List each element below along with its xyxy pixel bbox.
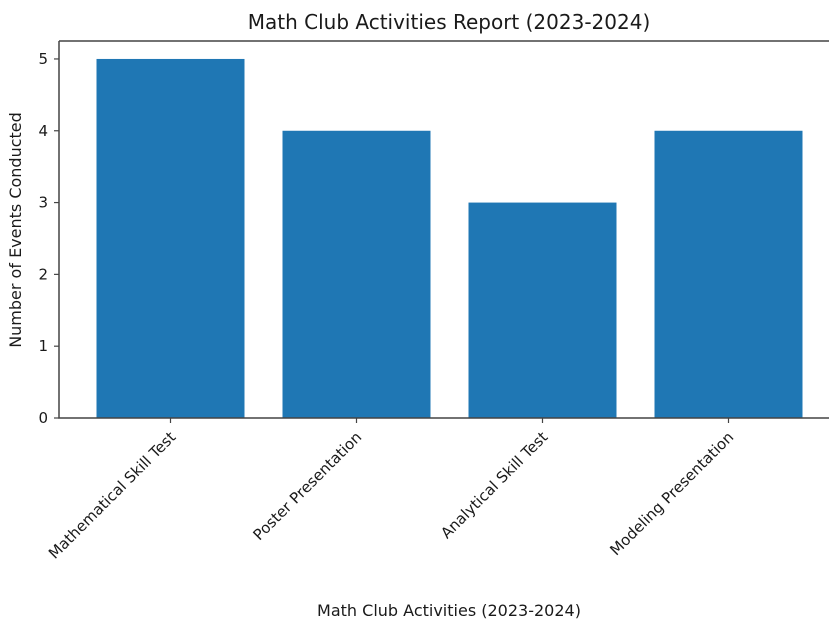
y-tick-label: 1 (38, 337, 48, 355)
y-axis-label: Number of Events Conducted (6, 112, 25, 348)
y-axis: 0 1 2 3 4 5 (38, 50, 59, 427)
x-axis: Mathematical Skill Test Poster Presentati… (45, 418, 737, 562)
x-tick-label: Modeling Presentation (606, 428, 737, 559)
y-tick-label: 4 (38, 122, 48, 140)
x-tick-label: Analytical Skill Test (437, 428, 551, 542)
bar-0 (96, 58, 245, 418)
bar-3 (654, 130, 803, 418)
y-tick-label: 2 (38, 265, 48, 283)
x-tick-label: Poster Presentation (250, 428, 366, 544)
bar-1 (282, 130, 431, 418)
x-axis-label: Math Club Activities (2023-2024) (317, 601, 581, 620)
y-tick-label: 3 (38, 194, 48, 212)
bar-2 (468, 202, 617, 418)
bars-group (96, 58, 803, 418)
chart-title: Math Club Activities Report (2023-2024) (248, 10, 651, 34)
y-tick-label: 5 (38, 50, 48, 68)
x-tick-label: Mathematical Skill Test (45, 428, 179, 562)
y-tick-label: 0 (38, 409, 48, 427)
